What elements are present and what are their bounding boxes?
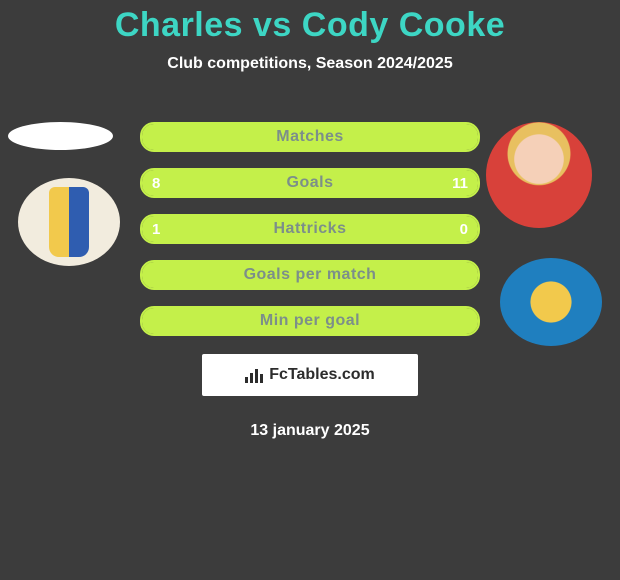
bar-goals-per-match: Goals per match — [140, 260, 480, 290]
bar-matches-right-fill — [310, 124, 478, 150]
branding-badge: FcTables.com — [202, 354, 418, 396]
bar-hattricks-left-fill — [142, 216, 468, 242]
bar-matches-value-left — [142, 124, 162, 150]
bar-chart-icon — [245, 367, 263, 383]
page-title: Charles vs Cody Cooke — [0, 0, 620, 45]
date-label: 13 january 2025 — [0, 422, 620, 440]
subtitle: Club competitions, Season 2024/2025 — [0, 55, 620, 73]
player-avatar-right — [486, 122, 592, 228]
bar-gpm-value-left — [142, 262, 162, 288]
branding-text: FcTables.com — [269, 366, 375, 384]
bar-min-per-goal: Min per goal — [140, 306, 480, 336]
bar-hattricks-value-right: 0 — [450, 216, 478, 242]
bar-mpg-left-fill — [142, 308, 310, 334]
bar-gpm-value-right — [458, 262, 478, 288]
bar-gpm-left-fill — [142, 262, 468, 288]
bar-goals: 8 Goals 11 — [140, 168, 480, 198]
bar-goals-value-left: 8 — [142, 170, 170, 196]
bar-mpg-value-left — [142, 308, 162, 334]
bar-matches-left-fill — [142, 124, 310, 150]
bar-hattricks: 1 Hattricks 0 — [140, 214, 480, 244]
bar-matches-value-right — [458, 124, 478, 150]
club-crest-left — [18, 178, 120, 266]
bar-matches: Matches — [140, 122, 480, 152]
bar-hattricks-value-left: 1 — [142, 216, 170, 242]
bar-mpg-right-fill — [310, 308, 478, 334]
comparison-bars: Matches 8 Goals 11 1 Hattricks 0 Goals p… — [140, 122, 480, 352]
bar-goals-value-right: 11 — [442, 170, 478, 196]
bar-mpg-value-right — [458, 308, 478, 334]
player-avatar-left — [8, 122, 113, 150]
club-crest-right — [500, 258, 602, 346]
